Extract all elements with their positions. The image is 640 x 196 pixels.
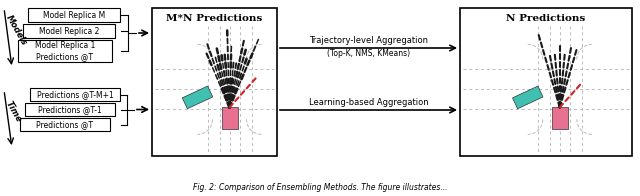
Text: Learning-based Aggregation: Learning-based Aggregation (308, 97, 428, 106)
Bar (221, 107, 237, 129)
Text: Time: Time (4, 100, 23, 124)
Bar (552, 107, 568, 129)
Bar (18, 40, 112, 62)
Polygon shape (182, 86, 212, 109)
Bar (28, 8, 120, 22)
Text: Predictions @T: Predictions @T (36, 120, 93, 129)
Text: Model Replica M: Model Replica M (43, 11, 105, 19)
Text: Predictions @T-1: Predictions @T-1 (38, 105, 102, 114)
Polygon shape (513, 86, 543, 109)
Bar (23, 24, 115, 38)
Text: Trajectory-level Aggregation: Trajectory-level Aggregation (309, 35, 428, 44)
Text: Fig. 2: Comparison of Ensembling Methods. The figure illustrates...: Fig. 2: Comparison of Ensembling Methods… (193, 183, 447, 192)
Text: (Top-K, NMS, KMeans): (Top-K, NMS, KMeans) (327, 48, 410, 57)
Text: Model Replica 1
Predictions @T: Model Replica 1 Predictions @T (35, 41, 95, 61)
Bar (20, 118, 110, 131)
Bar (152, 8, 277, 156)
Bar (25, 103, 115, 116)
Text: Model Replica 2: Model Replica 2 (39, 26, 99, 35)
Bar (460, 8, 632, 156)
Text: Models: Models (4, 13, 29, 47)
Text: M*N Predictions: M*N Predictions (166, 14, 262, 23)
Text: Predictions @T-M+1: Predictions @T-M+1 (36, 90, 113, 99)
Bar (30, 88, 120, 101)
Text: N Predictions: N Predictions (506, 14, 586, 23)
